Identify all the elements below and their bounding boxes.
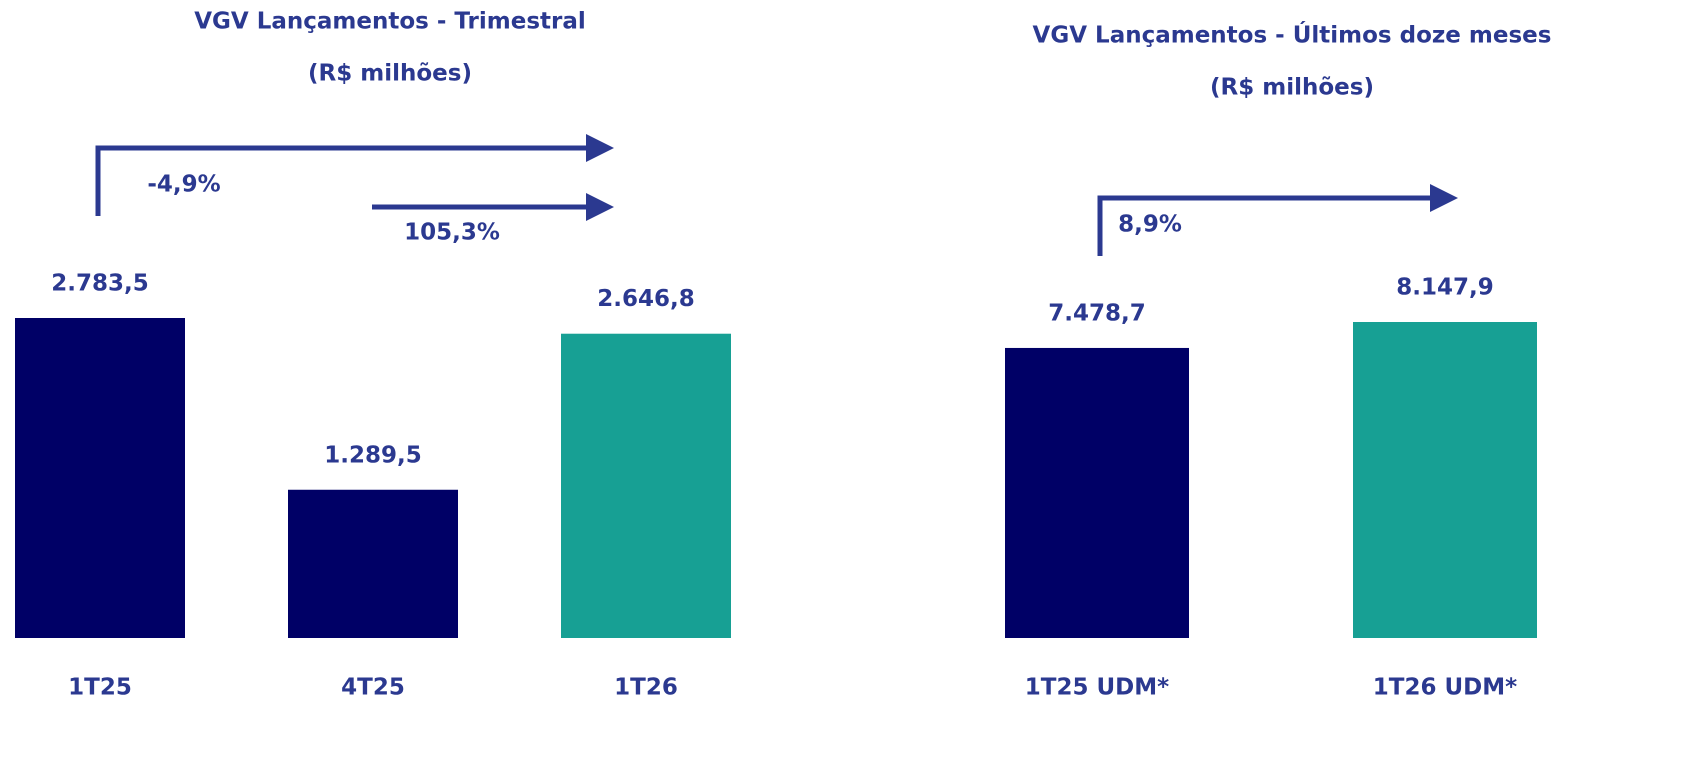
x-tick-label: 1T25 UDM* bbox=[1025, 675, 1169, 701]
bar bbox=[1005, 347, 1189, 638]
arrows bbox=[95, 134, 1458, 256]
value-label: 2.646,8 bbox=[597, 286, 695, 312]
annotation: 8,9% bbox=[1118, 212, 1182, 238]
arrow bbox=[95, 145, 588, 216]
arrow-head bbox=[586, 134, 614, 162]
chart-subtitle: (R$ milhões) bbox=[1210, 75, 1374, 101]
chart-title: VGV Lançamentos - Trimestral bbox=[194, 9, 586, 35]
arrow-head bbox=[1430, 184, 1458, 212]
value-label: 1.289,5 bbox=[324, 442, 422, 468]
annotation: 105,3% bbox=[404, 220, 500, 246]
chart-subtitle: (R$ milhões) bbox=[308, 61, 472, 87]
bar bbox=[288, 489, 458, 638]
value-label: 7.478,7 bbox=[1048, 300, 1146, 326]
x-tick-label: 1T25 bbox=[68, 675, 132, 701]
annotation: -4,9% bbox=[147, 172, 220, 198]
arrow-head bbox=[586, 193, 614, 221]
value-label: 8.147,9 bbox=[1396, 275, 1494, 301]
bar bbox=[1353, 322, 1537, 638]
value-label: 2.783,5 bbox=[51, 271, 149, 297]
x-tick-label: 4T25 bbox=[341, 675, 405, 701]
x-tick-label: 1T26 bbox=[614, 675, 678, 701]
arrow bbox=[1097, 195, 1432, 256]
bar bbox=[561, 333, 731, 638]
x-tick-label: 1T26 UDM* bbox=[1373, 675, 1517, 701]
bar bbox=[15, 318, 185, 638]
chart-title: VGV Lançamentos - Últimos doze meses bbox=[1033, 21, 1552, 49]
